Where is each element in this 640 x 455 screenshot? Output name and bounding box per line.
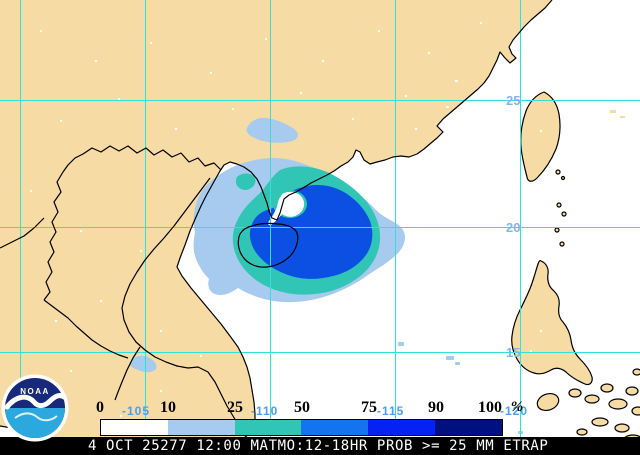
longitude-label-105: -105 (122, 404, 151, 418)
border-thailand-cambodia (114, 346, 141, 401)
longitude-label-115: -115 (377, 404, 405, 418)
small-islets (610, 110, 625, 118)
precipitation-probability-overlay (129, 117, 523, 434)
taiwan-island (520, 91, 561, 182)
latitude-label-20n: 20 (506, 220, 521, 235)
land-speckles (25, 22, 542, 422)
latitude-label-15n: 15 (506, 345, 521, 360)
prob-sw-patch (129, 355, 157, 373)
latitude-label-25n: 25 (506, 93, 521, 108)
longitude-label-110: -110 (251, 404, 279, 418)
prob-inland-patch (246, 117, 298, 143)
latlon-grid (0, 0, 640, 437)
storm-eye (268, 191, 305, 226)
map (0, 0, 640, 437)
border-china-southwest (62, 145, 222, 173)
longitude-label-120: -120 (500, 404, 529, 418)
philippine-islands (511, 169, 640, 437)
border-myanmar-spur (0, 217, 45, 249)
caption-bar: 4 OCT 25277 12:00 MATMO:12-18HR PROB >= … (0, 437, 640, 455)
coastlines-and-borders (0, 0, 553, 437)
seagull-icon (4, 393, 67, 410)
noaa-logo-text: NOAA (20, 387, 50, 396)
china-vietnam-coastline (176, 0, 553, 437)
noaa-logo-emblem (1, 374, 69, 442)
border-laos-vietnam-cambodia (121, 177, 244, 435)
caption-text: 4 OCT 25277 12:00 MATMO:12-18HR PROB >= … (88, 438, 549, 454)
border-thailand-laos (43, 299, 129, 359)
noaa-logo: NOAA (1, 374, 69, 442)
border-west-laos-myanmar (43, 171, 64, 301)
hainan-island-outline (237, 222, 299, 268)
prob-teal-patch (236, 173, 256, 190)
